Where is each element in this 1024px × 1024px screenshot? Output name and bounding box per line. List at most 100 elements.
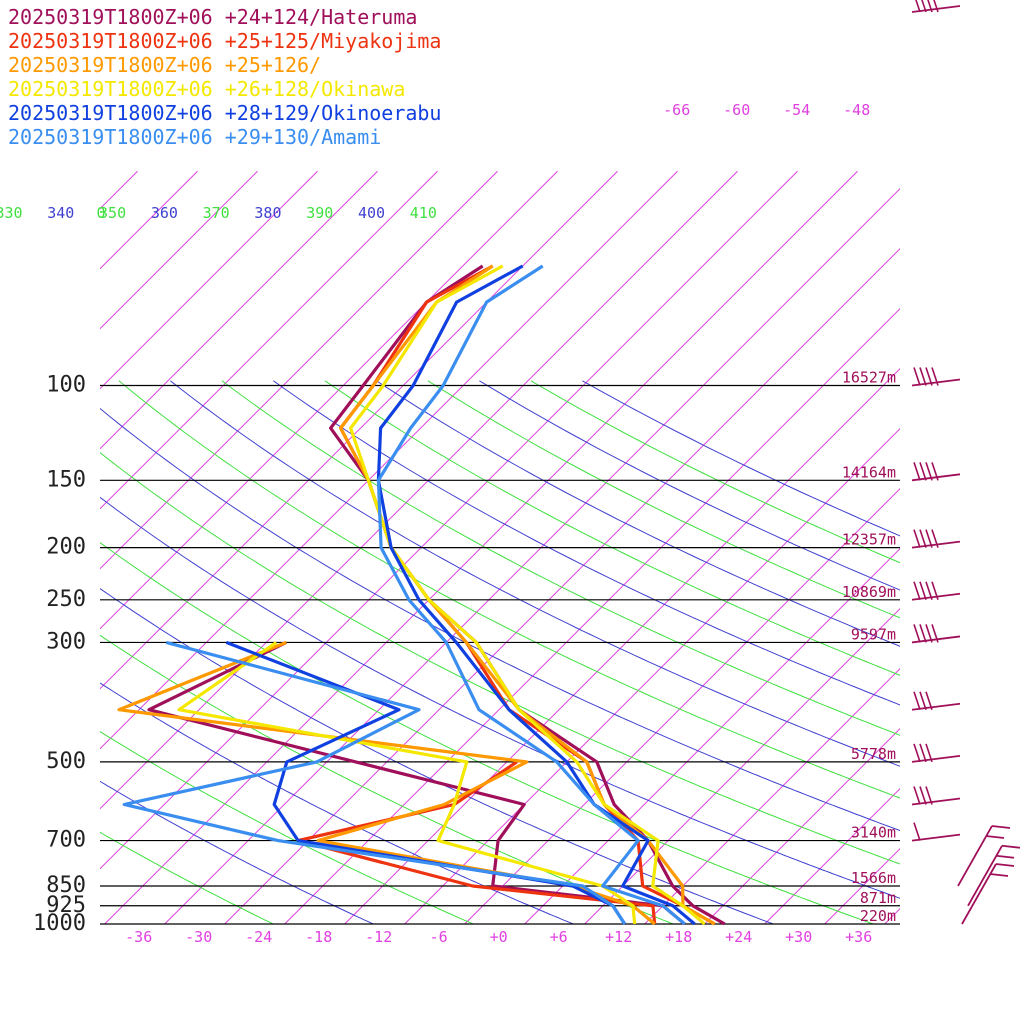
wind-barb-feather <box>913 462 921 481</box>
height-label: 871m <box>860 889 896 907</box>
temperature-tick-label: -24 <box>245 928 272 946</box>
wind-barb <box>911 786 961 806</box>
height-label: 14164m <box>842 463 896 481</box>
wind-barb <box>911 581 961 601</box>
temperature-profile <box>349 264 706 926</box>
isentrope-label: 370 <box>203 204 230 222</box>
sounding-profiles <box>117 264 726 926</box>
wind-barb-feather <box>933 0 939 13</box>
temperature-tick-label: +12 <box>605 928 632 946</box>
dry-adiabat-line <box>100 496 900 899</box>
wind-barb-feather <box>913 529 921 548</box>
isotherm-label: -48 <box>843 101 870 119</box>
wind-barb-feather <box>919 624 927 643</box>
temperature-tick-label: -18 <box>305 928 332 946</box>
isotherm-line <box>100 170 378 450</box>
pressure-lines <box>100 384 900 925</box>
wind-barb-feather <box>925 581 933 601</box>
wind-barb-feather <box>921 0 927 13</box>
dry-adiabat-line <box>427 380 900 619</box>
wind-barb-feather <box>919 786 927 805</box>
dewpoint-profile <box>177 641 637 925</box>
wind-barb-flag <box>985 835 1005 839</box>
wind-barb-flag <box>995 863 1015 867</box>
pressure-label: 100 <box>46 373 86 398</box>
isentrope-label: 400 <box>358 204 385 222</box>
legend-entry: 20250319T1800Z+06 +25+125/Miyakojima <box>8 29 441 53</box>
dry-adiabat-lines <box>100 380 900 924</box>
temperature-tick-label: +30 <box>785 928 812 946</box>
isotherm-line <box>884 907 900 924</box>
wind-barb <box>911 367 961 387</box>
pressure-label: 300 <box>46 629 86 654</box>
dry-adiabat-line <box>100 541 875 924</box>
temperature-profile <box>376 264 696 926</box>
isotherm-line <box>0 171 17 924</box>
wind-barb-feather <box>931 529 939 548</box>
wind-barb-feather <box>913 581 921 601</box>
height-label: 5778m <box>851 745 896 763</box>
height-label: 12357m <box>842 531 896 549</box>
pressure-label: 850 <box>46 873 86 898</box>
dry-adiabat-line <box>100 407 900 832</box>
dewpoint-profile <box>122 640 627 925</box>
wind-barb-feather <box>913 822 921 841</box>
wind-barb-flag <box>995 854 1015 859</box>
temperature-profile <box>339 264 716 926</box>
pressure-label: 925 <box>46 893 86 918</box>
wind-barb <box>967 844 1021 907</box>
pressure-label: 250 <box>46 587 86 612</box>
temperature-tick-label: -12 <box>365 928 392 946</box>
isotherm-label: -66 <box>663 101 690 119</box>
isotherm-line <box>704 727 900 924</box>
wind-barb-feather <box>925 786 933 805</box>
wind-barb-feather <box>915 0 921 13</box>
wind-barb-feather <box>919 691 927 710</box>
pressure-label: 700 <box>46 828 86 853</box>
isotherm-line <box>100 170 318 390</box>
temperature-profile <box>376 264 686 926</box>
dry-adiabat-line <box>100 831 275 924</box>
temperature-tick-label: +24 <box>725 928 752 946</box>
dewpoint-profile <box>117 640 656 926</box>
dry-adiabat-line <box>170 380 900 767</box>
wind-barb-staff <box>967 845 1003 907</box>
pressure-label: 500 <box>46 749 86 774</box>
dry-adiabat-line <box>100 587 775 924</box>
chart-legend: 20250319T1800Z+06 +24+124/Hateruma202503… <box>8 5 441 149</box>
wind-barb-feather <box>931 581 939 601</box>
temperature-tick-label: +6 <box>550 928 568 946</box>
pressure-label: 1000 <box>33 911 86 936</box>
legend-entry: 20250319T1800Z+06 +28+129/Okinoerabu <box>8 101 441 125</box>
wind-barb-feather <box>925 367 933 386</box>
isotherm-label: -60 <box>723 101 750 119</box>
wind-barb-flag <box>989 873 1009 877</box>
temperature-tick-label: +36 <box>845 928 872 946</box>
dry-adiabat-line <box>100 780 375 924</box>
isentrope-label: 360 <box>151 204 178 222</box>
wind-barb-feather <box>919 581 927 601</box>
isentrope-label: 350 <box>99 204 126 222</box>
isotherm-line <box>100 170 258 330</box>
dry-adiabat-line <box>100 730 475 924</box>
axis-labels: 100 16527m 150 14164m 200 12357m 250 10869m 300 9… <box>0 101 896 946</box>
legend-entry: 20250319T1800Z+06 +25+126/ <box>8 53 321 77</box>
wind-barb-feather <box>925 462 933 481</box>
dry-adiabat-line <box>221 380 900 736</box>
dry-adiabat-line <box>376 380 900 647</box>
wind-barb-feather <box>919 462 927 481</box>
wind-barb-feather <box>927 0 933 13</box>
dry-adiabat-line <box>100 682 575 924</box>
pressure-label: 150 <box>46 467 86 492</box>
wind-barbs <box>911 0 1021 925</box>
wind-barb-feather <box>913 691 921 710</box>
wind-barb-feather <box>913 786 921 805</box>
temperature-tick-label: +0 <box>490 928 508 946</box>
wind-barb-feather <box>925 743 933 763</box>
wind-barb <box>911 0 961 13</box>
wind-barb-feather <box>931 367 939 386</box>
isotherm-line <box>1005 171 1024 924</box>
dry-adiabat-line <box>324 380 900 676</box>
isentrope-label: 410 <box>410 204 437 222</box>
